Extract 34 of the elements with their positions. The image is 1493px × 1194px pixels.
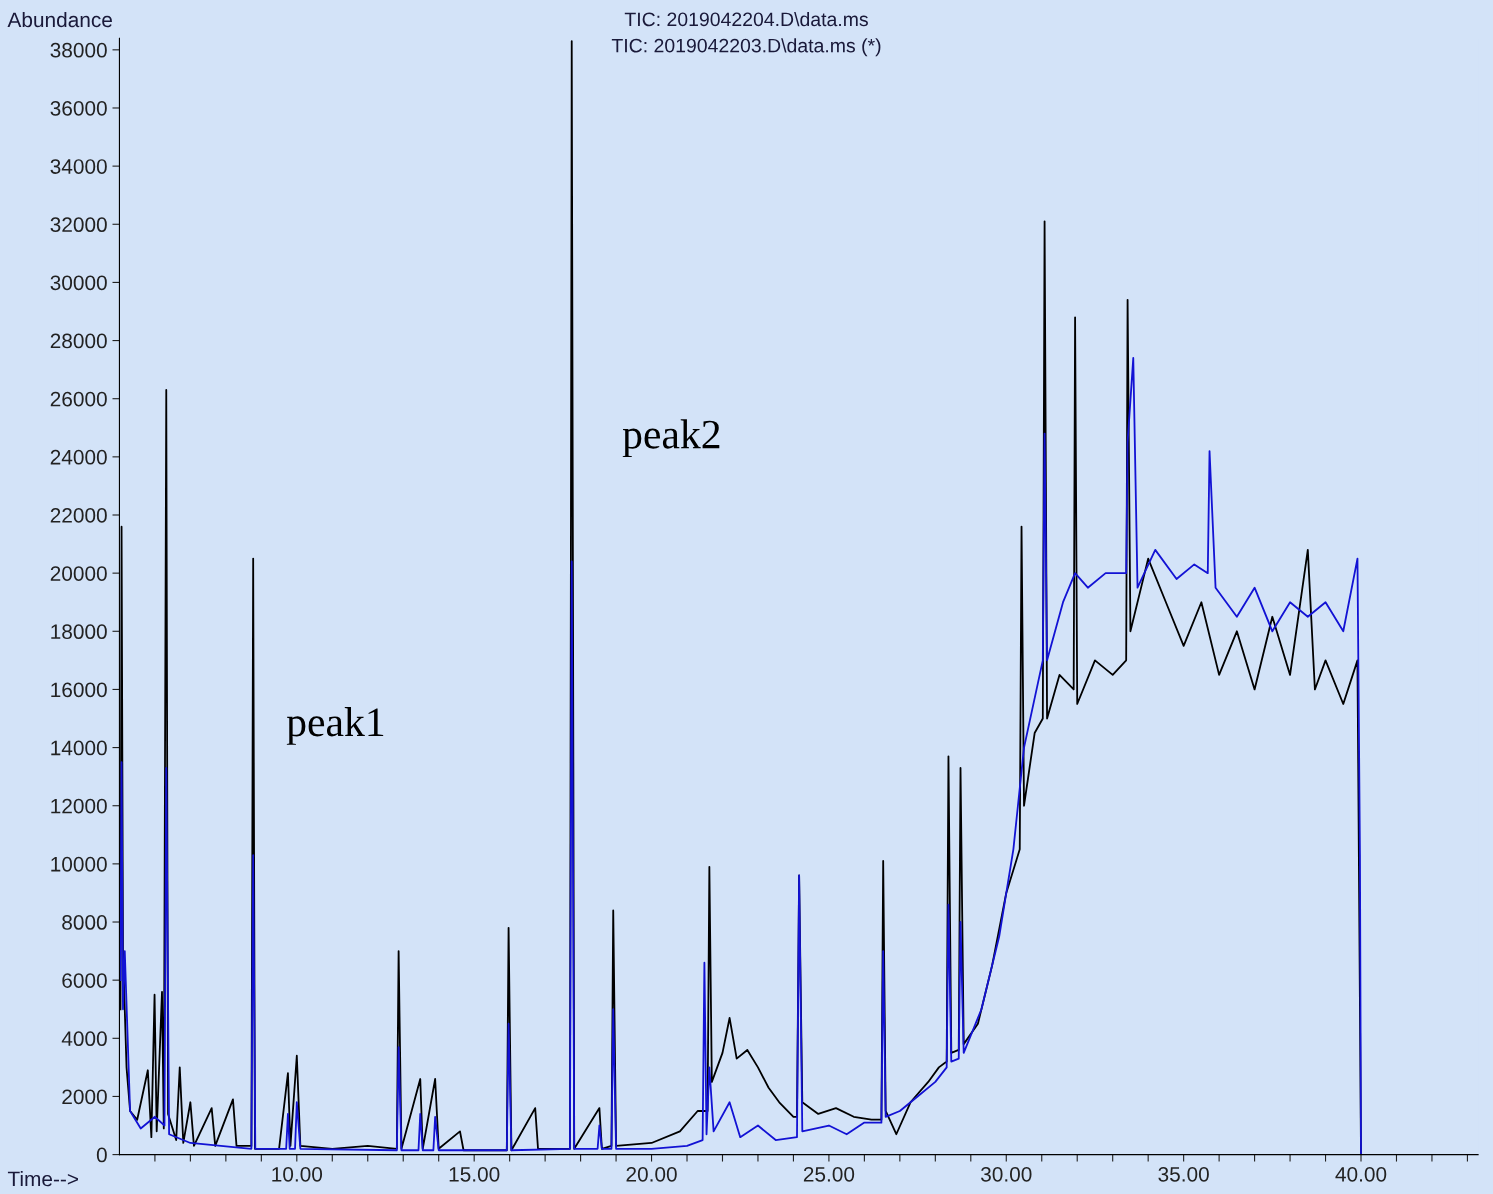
chart-title: TIC: 2019042204.D\data.ms (624, 11, 868, 27)
y-tick-label: 26000 (50, 391, 107, 407)
y-tick-label: 28000 (50, 333, 107, 349)
y-tick-label: 36000 (50, 100, 107, 116)
y-tick-label: 16000 (51, 682, 107, 698)
y-tick-label: 30000 (50, 275, 107, 291)
x-tick-label: 40.00 (1335, 1166, 1387, 1182)
y-axis-title: Abundance (7, 11, 112, 28)
y-tick-label: 32000 (50, 217, 107, 233)
chart-subtitle: TIC: 2019042203.D\data.ms (*) (611, 38, 881, 57)
x-tick-label: 30.00 (981, 1166, 1032, 1182)
x-tick-label: 25.00 (803, 1166, 855, 1182)
x-axis-title: Time--> (7, 1171, 78, 1187)
y-tick-label: 10000 (51, 856, 107, 872)
y-tick-label: 12000 (51, 798, 107, 814)
annotation: peak1 (286, 707, 384, 745)
x-tick-label: 15.00 (449, 1166, 500, 1182)
y-tick-label: 6000 (62, 973, 107, 988)
y-tick-label: 20000 (50, 566, 107, 581)
y-tick-label: 22000 (50, 508, 107, 523)
x-tick-label: 35.00 (1158, 1166, 1209, 1182)
x-tick-label: 20.00 (626, 1166, 677, 1182)
y-tick-label: 8000 (62, 915, 107, 930)
y-tick-label: 2000 (62, 1089, 107, 1105)
y-tick-label: 0 (96, 1147, 107, 1163)
y-tick-label: 34000 (50, 159, 107, 174)
line-series (119, 357, 1362, 1155)
y-tick-label: 24000 (50, 449, 107, 465)
y-tick-label: 18000 (51, 624, 107, 640)
y-tick-label: 14000 (51, 740, 107, 756)
x-tick-label: 10.00 (272, 1166, 323, 1182)
annotation: peak2 (622, 419, 720, 458)
y-tick-label: 4000 (61, 1031, 107, 1047)
y-tick-label: 38000 (50, 42, 107, 58)
